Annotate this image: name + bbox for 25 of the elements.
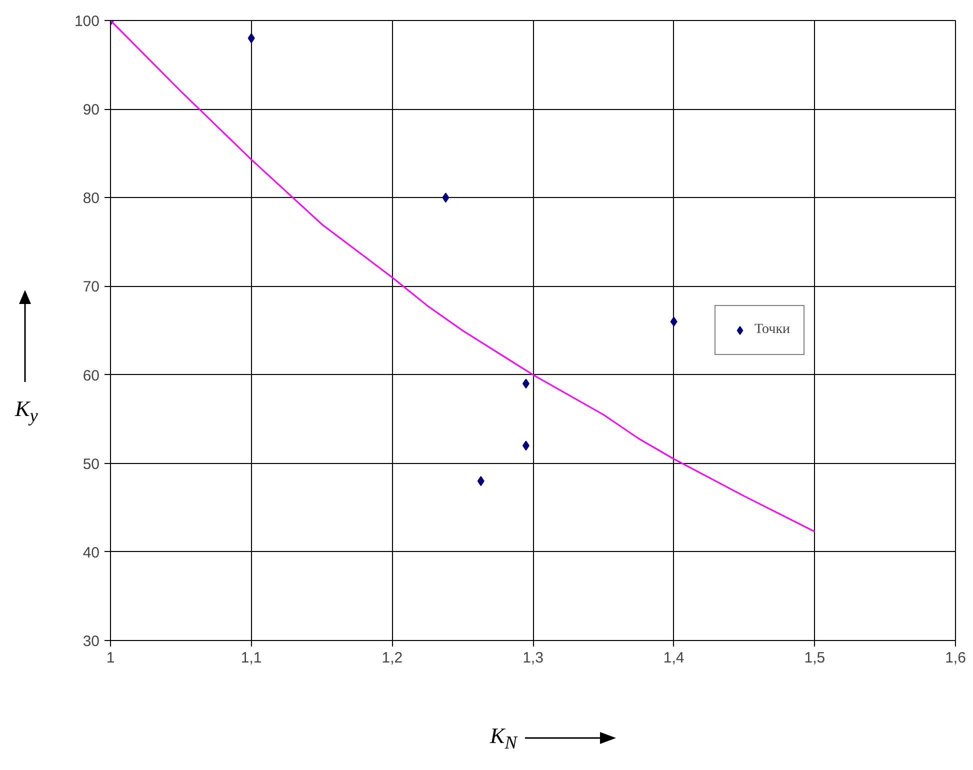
x-tick-label: 1,3: [522, 650, 544, 666]
x-tick-label: 1,6: [945, 650, 966, 666]
point: [477, 476, 484, 486]
y-tick-label: 60: [82, 367, 100, 384]
y-tick-label: 50: [82, 456, 100, 473]
point: [522, 440, 530, 451]
x-axis-title: K$_{N}$: [490, 722, 519, 754]
y-axis-title: K$_{y}$: [15, 395, 38, 428]
x-tick-label: 1: [106, 650, 115, 666]
line-series: [110, 20, 816, 532]
y-tick-label: 80: [82, 190, 100, 208]
x-tick-label: 1,5: [804, 650, 826, 666]
y-tick-label: 100: [74, 13, 100, 30]
point: [670, 316, 678, 327]
y-tick-label: 70: [82, 278, 100, 296]
x-tick-label: 1,4: [663, 650, 684, 666]
y-tick-label: 30: [82, 633, 100, 650]
y-tick-label: 40: [82, 544, 100, 562]
legend-label: Точки: [754, 322, 790, 338]
y-tick-label: 90: [82, 102, 100, 119]
point: [522, 378, 530, 389]
point: [442, 192, 450, 203]
x-tick-label: 1,1: [240, 650, 262, 666]
x-tick-label: 1,2: [382, 650, 403, 666]
point: [248, 33, 255, 44]
